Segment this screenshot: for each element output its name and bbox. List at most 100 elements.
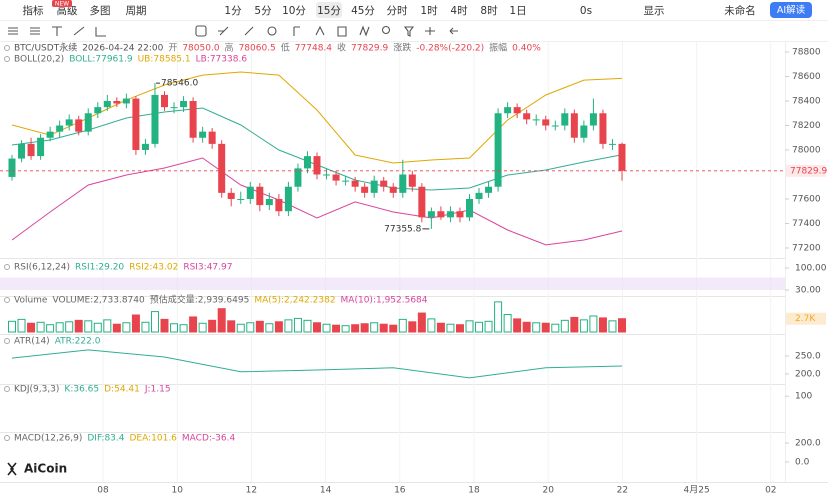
indicator-text: 77748.4 (295, 44, 332, 54)
indicator-text: RSI1:29.20 (75, 263, 124, 273)
y-tick-label: 78000 (792, 146, 821, 156)
y-tick-label: 200.0 (795, 369, 821, 379)
x-tick-label: 18 (468, 486, 480, 496)
tool-icon[interactable] (425, 27, 435, 35)
x-tick-label: 10 (171, 486, 183, 496)
toolbar-item[interactable]: 多图 (90, 4, 111, 17)
volume-bar (274, 321, 283, 333)
drawing-tools[interactable] (8, 25, 458, 37)
toolbar-item[interactable]: 0s (580, 5, 592, 17)
badge-text: NEW (55, 0, 69, 7)
candle-body (485, 186, 493, 193)
watermark-logo (7, 462, 17, 476)
y-tick-label: 30.00 (795, 286, 821, 296)
toolbar-item[interactable]: 10分 (282, 5, 306, 17)
candle-body (370, 180, 378, 193)
header-dot (4, 264, 10, 270)
toolbar-item[interactable]: 周期 (126, 5, 147, 17)
volume-bar (360, 323, 369, 333)
candle-body (589, 113, 597, 126)
header-dot (4, 45, 10, 51)
toolbar-item[interactable]: 5分 (254, 5, 272, 17)
volume-bar (598, 317, 607, 333)
volume-bar (618, 318, 626, 333)
candle-body (199, 131, 207, 138)
toolbar-item[interactable]: 1分 (224, 5, 242, 17)
tool-icon[interactable] (73, 26, 85, 36)
toolbar-item[interactable]: 45分 (351, 5, 375, 17)
volume-bar (208, 319, 217, 333)
volume-bar (36, 321, 45, 333)
indicator-text: LB:77338.6 (196, 55, 248, 65)
last-price-tag (786, 164, 826, 177)
tool-icon[interactable] (337, 26, 347, 37)
toolbar-item[interactable]: 1日 (509, 5, 526, 17)
candle-body (18, 143, 26, 159)
volume-bar (494, 301, 503, 333)
tool-icon[interactable] (244, 26, 254, 36)
tool-icon[interactable] (195, 25, 207, 37)
volume-bar (341, 325, 350, 333)
toolbar-item[interactable]: 15分 (317, 5, 341, 17)
header-dot (4, 386, 10, 392)
candle-body (542, 119, 550, 126)
tool-icon[interactable] (359, 25, 370, 37)
tool-icon[interactable] (403, 26, 415, 37)
tool-icon[interactable] (8, 27, 18, 35)
volume-bar (141, 321, 150, 333)
tool-icon[interactable] (30, 27, 40, 35)
toolbar-item[interactable]: 4时 (450, 5, 468, 17)
indicator-text: KDJ(9,3,3) (14, 385, 59, 395)
volume-bar (560, 319, 569, 333)
candle-body (303, 156, 311, 169)
ai-button-text[interactable]: AI解读 (777, 4, 806, 16)
indicator-text: K:36.65 (64, 385, 99, 395)
indicator-text: MACD(12,26,9) (14, 434, 82, 444)
candle-body (132, 98, 140, 150)
candle-body (256, 186, 264, 206)
tool-icon[interactable] (381, 25, 391, 35)
x-tick-label: 12 (246, 486, 257, 496)
toolbar-item[interactable]: 指标 (23, 4, 44, 17)
volume-tag (786, 312, 826, 325)
volume-bar (408, 321, 417, 333)
toolbar-item[interactable]: 显示 (644, 5, 665, 17)
candle-body (75, 119, 83, 132)
y-tick-label: 100 (795, 392, 812, 402)
indicator-text: -0.28%(-220.2) (416, 44, 484, 54)
boll-line (11, 157, 623, 246)
candle-body (561, 113, 569, 126)
toolbar-item[interactable]: 高级 (57, 4, 78, 17)
toolbar-item[interactable]: 1时 (420, 5, 438, 17)
last-price-label: 77829.9 (790, 166, 827, 176)
toolbar-item[interactable]: 未命名 (724, 4, 756, 17)
candle-body (275, 198, 283, 212)
indicator-text: MA(5):2,242.2382 (254, 296, 335, 306)
volume-bar (150, 311, 159, 333)
volume-bar (227, 320, 236, 333)
candle-body (446, 211, 454, 218)
tool-icon[interactable] (449, 27, 458, 35)
volume-bar (427, 318, 436, 333)
tool-icon[interactable] (218, 26, 229, 36)
candle-body (265, 198, 273, 206)
volume-bar (55, 322, 64, 333)
tool-icon[interactable] (267, 26, 277, 36)
ai-button[interactable] (770, 2, 812, 18)
y-tick-label: 77600 (792, 194, 821, 204)
candle-body (523, 113, 531, 120)
volume-bar (255, 320, 264, 333)
indicator-text: J:1.15 (144, 385, 171, 395)
y-tick-label: 0.0 (795, 457, 810, 467)
tool-icon[interactable] (52, 26, 62, 36)
candle-body (532, 119, 540, 121)
volume-bar (293, 317, 302, 333)
y-tick-label: 77200 (792, 243, 821, 253)
tool-icon[interactable] (293, 26, 300, 36)
tool-icon[interactable] (95, 27, 106, 37)
toolbar-item[interactable]: 8时 (480, 5, 498, 17)
toolbar-item[interactable]: 分时 (387, 5, 408, 17)
candle-body (361, 186, 369, 193)
volume-bar (322, 323, 331, 333)
tool-icon[interactable] (315, 25, 325, 36)
